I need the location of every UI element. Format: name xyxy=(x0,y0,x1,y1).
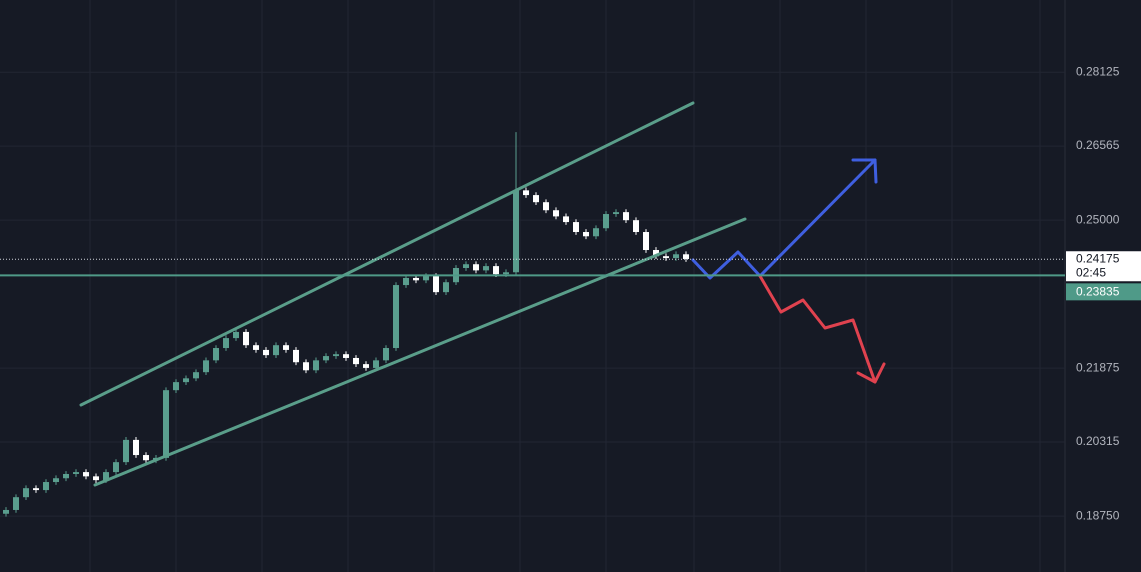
y-tick-label: 0.21875 xyxy=(1076,360,1120,374)
candle-body xyxy=(43,482,49,491)
candle-body xyxy=(653,250,659,257)
candle-body xyxy=(523,190,529,196)
candle-body xyxy=(423,276,429,281)
y-tick-label: 0.20315 xyxy=(1076,434,1120,448)
candle-body xyxy=(103,472,109,481)
candle-body xyxy=(263,349,269,356)
candle-body xyxy=(663,256,669,259)
candle-body xyxy=(463,264,469,269)
candle-body xyxy=(73,472,79,474)
y-tick-label: 0.28125 xyxy=(1076,64,1120,78)
candle-body xyxy=(583,232,589,237)
candle-body xyxy=(573,222,579,233)
y-tick-label: 0.25000 xyxy=(1076,212,1120,226)
level-label: 0.23835 xyxy=(1076,285,1120,299)
candle-body xyxy=(473,264,479,271)
candle-body xyxy=(623,212,629,221)
candle-body xyxy=(343,354,349,358)
candle-body xyxy=(533,195,539,203)
candle-body xyxy=(243,331,249,346)
candle-body xyxy=(113,462,119,473)
candle-body xyxy=(383,348,389,361)
candle-body xyxy=(233,331,239,339)
candle-body xyxy=(283,345,289,350)
candle-body xyxy=(203,360,209,373)
candle-body xyxy=(603,214,609,229)
candle-body xyxy=(123,439,129,463)
candle-body xyxy=(363,364,369,368)
candle-body xyxy=(143,455,149,461)
candle-body xyxy=(373,360,379,368)
bearish-arrowhead xyxy=(856,362,886,384)
candle-body xyxy=(83,472,89,477)
candle-body xyxy=(433,276,439,293)
candle-body xyxy=(53,478,59,483)
candle-body xyxy=(63,473,69,479)
candle-body xyxy=(643,232,649,251)
candle-body xyxy=(293,349,299,363)
candle-body xyxy=(33,488,39,491)
bullish-path xyxy=(691,158,877,280)
last-price-label: 0.24175 xyxy=(1076,251,1120,265)
candle-body xyxy=(393,285,399,349)
countdown-label: 02:45 xyxy=(1076,265,1106,279)
candle-body xyxy=(13,497,19,510)
candle-body xyxy=(333,354,339,357)
candle-body xyxy=(313,360,319,371)
candle-body xyxy=(183,378,189,383)
candle-body xyxy=(633,220,639,233)
candle-body xyxy=(563,216,569,223)
channel-upper xyxy=(79,101,695,407)
candle-body xyxy=(163,390,169,458)
bullish-arrowhead xyxy=(851,158,878,184)
channel-lower xyxy=(93,217,747,487)
candle-body xyxy=(353,357,359,365)
candle-body xyxy=(553,210,559,217)
candle-body xyxy=(593,228,599,237)
bearish-path xyxy=(758,274,877,384)
candles xyxy=(3,132,689,517)
candle-body xyxy=(273,345,279,356)
candle-body xyxy=(3,509,9,514)
candle-body xyxy=(613,212,619,215)
candle-body xyxy=(543,202,549,211)
candle-body xyxy=(193,372,199,379)
level-box xyxy=(1066,283,1141,301)
candle-body xyxy=(493,266,499,275)
drawings xyxy=(79,101,886,487)
candle-body xyxy=(303,362,309,371)
candle-body xyxy=(173,382,179,391)
candle-body xyxy=(223,338,229,349)
y-tick-label: 0.26565 xyxy=(1076,138,1120,152)
grid xyxy=(0,71,1065,517)
candle-body xyxy=(483,266,489,271)
candle-body xyxy=(403,277,409,286)
y-tick-label: 0.18750 xyxy=(1076,508,1120,522)
candle-body xyxy=(23,488,29,498)
candle-body xyxy=(673,254,679,259)
candle-body xyxy=(93,476,99,481)
candle-body xyxy=(133,439,139,456)
candle-body xyxy=(513,190,519,273)
candle-body xyxy=(443,282,449,293)
candle-body xyxy=(213,348,219,361)
candle-body xyxy=(683,254,689,260)
candle-body xyxy=(323,356,329,361)
last-price-box xyxy=(1066,251,1141,282)
candle-body xyxy=(253,345,259,350)
candle-body xyxy=(503,272,509,275)
candle-body xyxy=(413,277,419,281)
